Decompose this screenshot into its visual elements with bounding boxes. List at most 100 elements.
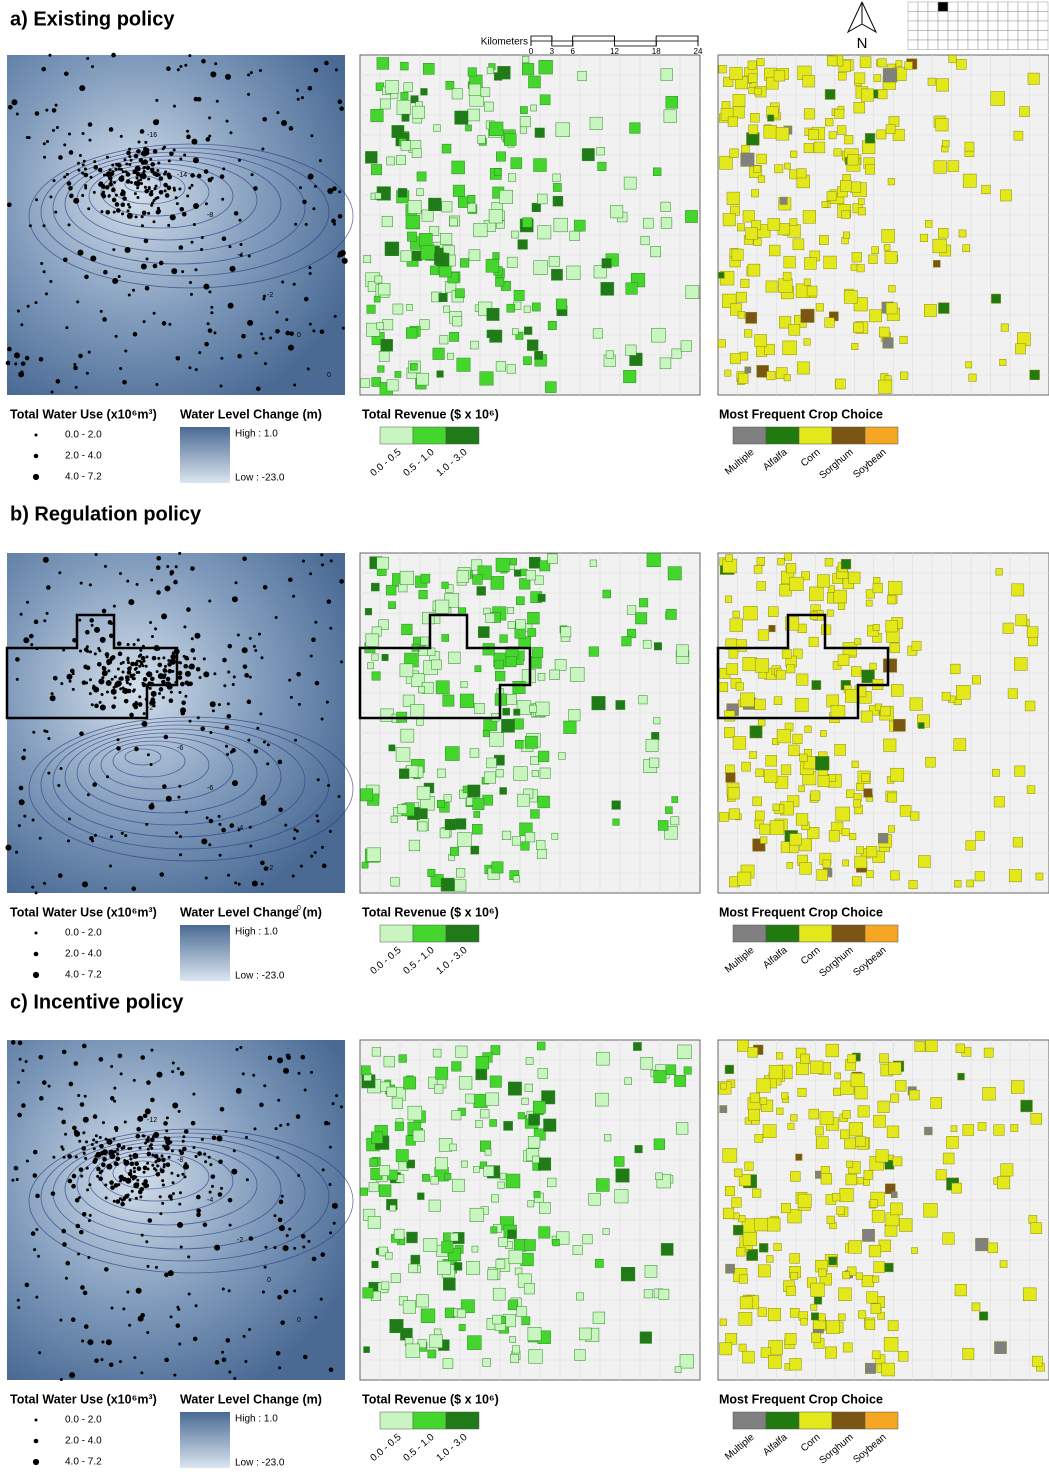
well [107,194,111,198]
well [260,332,264,336]
well [190,240,194,244]
well [277,1057,284,1064]
well [304,222,308,226]
well [131,677,135,681]
well [139,178,143,182]
well [152,149,158,154]
parcel [971,675,981,685]
well [126,1290,130,1294]
parcel [914,1041,926,1052]
well [98,649,102,653]
scale-label: 6 [571,47,576,56]
parcel [581,148,595,162]
parcel [483,771,496,784]
well [148,803,155,810]
well [261,337,265,341]
parcel [531,770,539,778]
parcel [522,55,530,63]
contour-label: 0 [297,1317,301,1324]
parcel [776,729,791,744]
well [142,1165,148,1171]
legend-title: Most Frequent Crop Choice [719,905,883,919]
well [81,193,85,197]
parcel [660,201,671,212]
parcel [719,1318,727,1326]
parcel [933,160,947,174]
well [99,309,103,313]
parcel [789,833,802,846]
parcel [975,831,985,841]
well [221,197,225,201]
inset-county [957,20,969,31]
well [67,1154,72,1159]
parcel [513,289,525,301]
parcel [719,812,729,822]
parcel [767,114,775,122]
legend-label: Corn [799,945,823,967]
parcel [845,1173,857,1186]
well [114,1129,118,1133]
well [163,1121,168,1126]
parcel [924,220,933,228]
well [311,1256,317,1262]
parcel [420,1308,436,1323]
well [286,1122,290,1126]
parcel [429,225,440,236]
well [137,702,143,707]
well [256,726,260,730]
parcel [524,326,533,335]
parcel [515,619,526,630]
parcel [744,366,752,374]
contour-line [40,147,330,277]
well [332,1221,336,1225]
parcel [410,95,419,104]
parcel [848,571,861,584]
parcel [461,1160,468,1168]
parcel [801,571,811,581]
parcel [895,1080,907,1092]
contour-label: -8 [177,1157,183,1164]
well [293,738,297,742]
well [202,657,206,661]
parcel [851,876,862,887]
parcel [861,669,875,683]
well [177,670,183,676]
well [307,173,314,180]
well [275,328,280,334]
well [108,127,114,132]
well [50,390,54,394]
well [89,175,93,179]
inset-county [947,20,959,31]
parcel [717,271,725,279]
well [260,860,265,866]
parcel [458,1076,473,1090]
well [262,297,266,301]
parcel [820,730,827,737]
contour-label: -8 [207,212,213,219]
well [182,1146,187,1152]
parcel [781,1092,789,1100]
parcel [596,147,605,156]
well [175,355,181,361]
well [83,1094,87,1098]
parcel [499,1172,507,1180]
well [161,679,166,685]
well [113,1099,117,1103]
well [146,753,150,757]
parcel [765,280,778,293]
well [39,1096,44,1101]
well [146,1161,150,1165]
well [119,571,123,575]
parcel [810,1312,819,1321]
well [78,154,82,158]
parcel [370,109,384,123]
parcel [380,708,394,722]
parcel [789,218,798,226]
parcel [400,140,411,151]
well [71,1173,77,1179]
parcel [519,578,531,590]
well [225,119,229,123]
well [128,155,132,159]
parcel [808,129,819,141]
scale-label: 24 [694,47,703,56]
